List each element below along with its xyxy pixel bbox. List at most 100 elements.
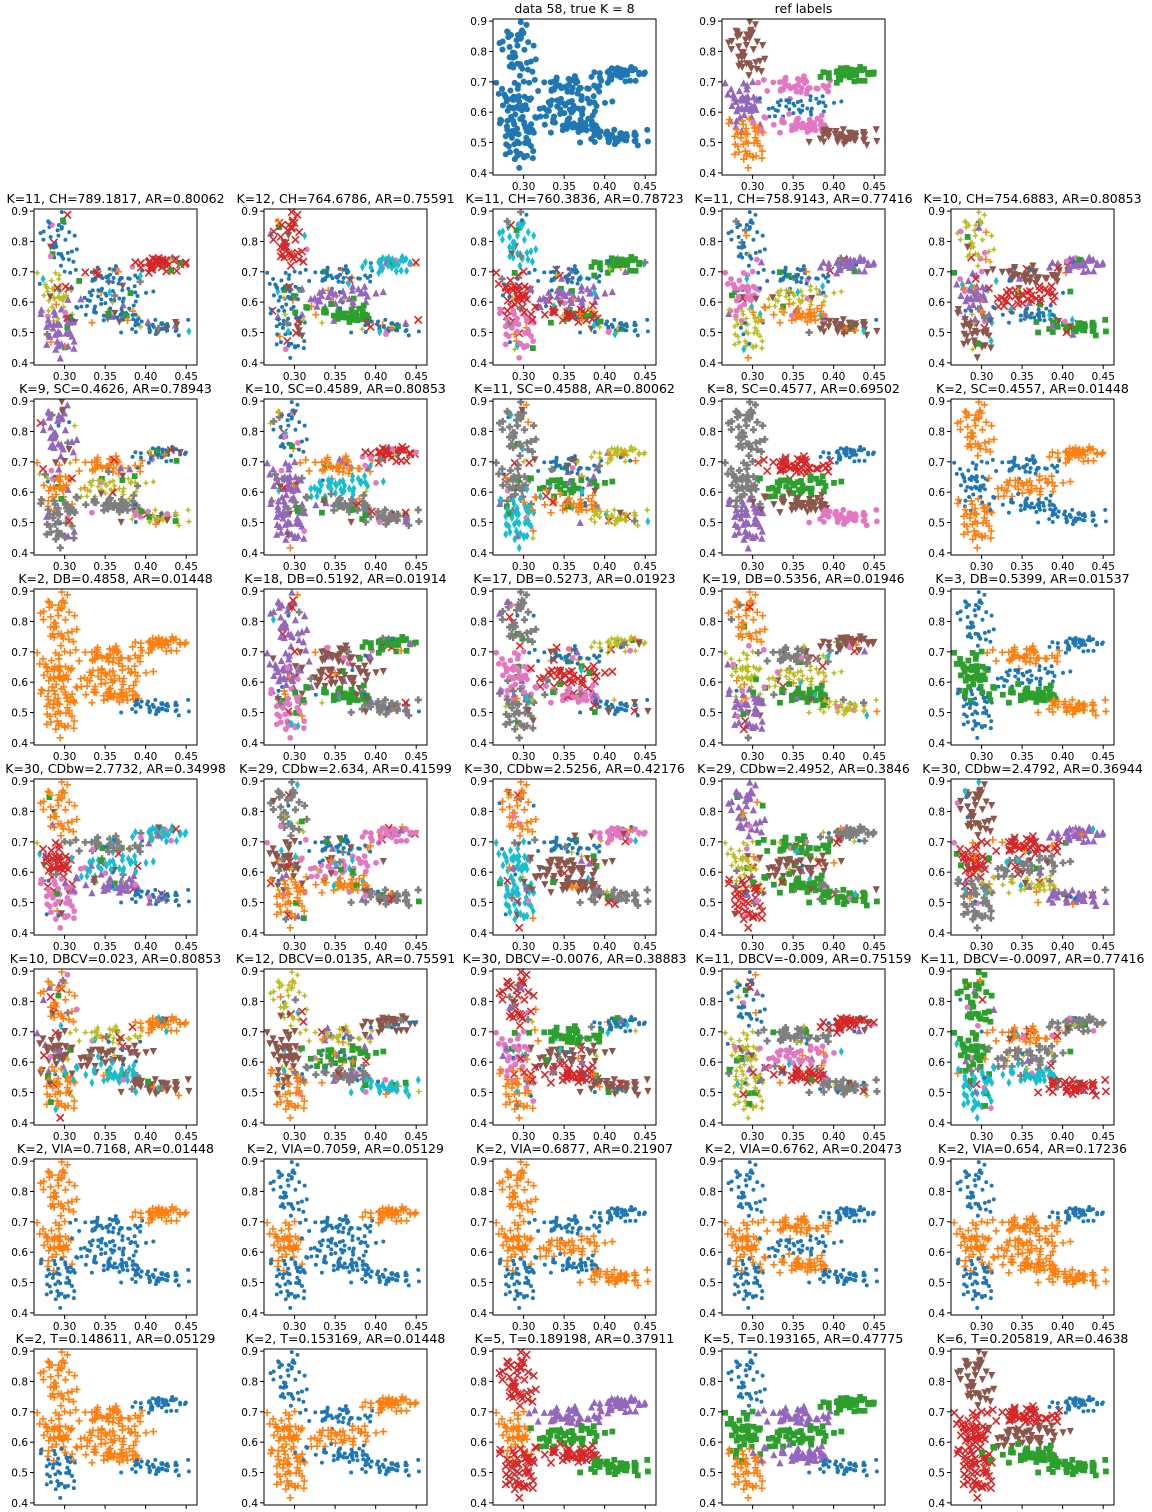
scatter-panel: K=30, CDbw=2.7732, AR=0.34998 0.30 0.35 0.4… [5, 761, 226, 953]
data-points [721, 18, 881, 172]
y-tick-label: 0.4 [470, 168, 487, 180]
panel-title: data 58, true K = 8 [514, 1, 634, 16]
axes-frame [721, 1348, 886, 1506]
y-tick-label: 0.7 [928, 1027, 945, 1039]
data-points [952, 398, 1108, 552]
y-tick-label: 0.5 [470, 138, 487, 150]
y-tick-label: 0.8 [699, 236, 716, 248]
axes-frame [492, 968, 657, 1126]
y-tick-label: 0.5 [241, 518, 258, 530]
panel-title: K=3, DB=0.5399, AR=0.01537 [935, 571, 1129, 586]
y-tick-label: 0.4 [699, 1308, 716, 1320]
y-tick-label: 0.6 [241, 1057, 258, 1069]
y-tick-label: 0.9 [699, 776, 716, 788]
y-tick-label: 0.4 [470, 1498, 487, 1510]
y-tick-label: 0.5 [241, 328, 258, 340]
x-tick-label: 0.30 [53, 751, 76, 763]
y-tick-label: 0.4 [699, 738, 716, 750]
scatter-panel: K=30, DBCV=-0.0076, AR=0.38883 0.30 0.35 0.… [463, 951, 687, 1143]
y-tick-label: 0.4 [11, 358, 28, 370]
y-tick-label: 0.8 [699, 996, 716, 1008]
axes-frame [492, 398, 657, 556]
x-tick-label: 0.40 [822, 181, 845, 193]
y-tick-label: 0.9 [928, 586, 945, 598]
x-tick-label: 0.40 [593, 181, 616, 193]
panel-title: K=10, SC=0.4589, AR=0.80853 [245, 381, 446, 396]
data-points [492, 1347, 651, 1503]
panel-title: K=2, DB=0.4858, AR=0.01448 [18, 571, 212, 586]
x-tick-label: 0.30 [970, 561, 993, 573]
y-tick-label: 0.9 [928, 776, 945, 788]
axes-frame [721, 398, 886, 556]
y-tick-label: 0.5 [928, 328, 945, 340]
axes-frame [263, 588, 428, 746]
y-tick-label: 0.5 [470, 708, 487, 720]
y-tick-label: 0.5 [699, 1088, 716, 1100]
y-tick-label: 0.4 [11, 1498, 28, 1510]
scatter-panel: K=17, DB=0.5273, AR=0.01923 0.30 0.35 0.40 0… [470, 571, 675, 763]
axes-frame [492, 208, 657, 366]
y-tick-label: 0.4 [928, 548, 945, 560]
panel-title: K=29, CDbw=2.634, AR=0.41599 [239, 761, 452, 776]
y-tick-label: 0.9 [699, 16, 716, 28]
y-tick-label: 0.8 [241, 996, 258, 1008]
x-tick-label: 0.35 [1010, 1321, 1033, 1333]
scatter-panel: K=2, VIA=0.7168, AR=0.01448 0.30 0.35 0.40 0… [11, 1141, 214, 1333]
y-tick-label: 0.9 [699, 206, 716, 218]
x-tick-label: 0.45 [1092, 941, 1115, 953]
y-tick-label: 0.5 [699, 518, 716, 530]
x-tick-label: 0.40 [593, 751, 616, 763]
y-tick-label: 0.8 [470, 46, 487, 58]
y-tick-label: 0.6 [241, 1247, 258, 1259]
x-tick-label: 0.45 [634, 181, 657, 193]
panel-title: K=30, CDbw=2.5256, AR=0.42176 [464, 761, 685, 776]
data-points [33, 398, 193, 552]
data-points [492, 1158, 652, 1310]
y-tick-label: 0.8 [470, 1186, 487, 1198]
x-tick-label: 0.35 [93, 561, 116, 573]
y-tick-label: 0.8 [699, 426, 716, 438]
y-tick-label: 0.8 [928, 236, 945, 248]
x-tick-label: 0.40 [822, 1131, 845, 1143]
data-points [951, 969, 1111, 1123]
y-tick-label: 0.4 [11, 738, 28, 750]
y-tick-label: 0.9 [699, 396, 716, 408]
y-tick-label: 0.4 [241, 1308, 258, 1320]
panel-title: K=19, DB=0.5356, AR=0.01946 [702, 571, 904, 586]
data-points [493, 967, 652, 1122]
x-tick-label: 0.45 [863, 1131, 886, 1143]
panel-title: K=11, DBCV=-0.009, AR=0.75159 [696, 951, 912, 966]
y-tick-label: 0.8 [699, 806, 716, 818]
x-tick-label: 0.40 [134, 941, 157, 953]
x-tick-label: 0.30 [512, 371, 535, 383]
y-tick-label: 0.8 [699, 1186, 716, 1198]
y-tick-label: 0.9 [470, 1156, 487, 1168]
x-tick-label: 0.40 [593, 371, 616, 383]
x-tick-label: 0.35 [1010, 941, 1033, 953]
data-points [263, 588, 422, 741]
y-tick-label: 0.8 [11, 1186, 28, 1198]
y-tick-label: 0.4 [928, 1308, 945, 1320]
x-tick-label: 0.30 [283, 1131, 306, 1143]
y-tick-label: 0.9 [11, 1156, 28, 1168]
y-tick-label: 0.6 [699, 1437, 716, 1449]
y-tick-label: 0.5 [241, 1088, 258, 1100]
data-points [721, 588, 881, 742]
y-tick-label: 0.9 [470, 206, 487, 218]
scatter-panel: K=2, SC=0.4557, AR=0.01448 0.30 0.35 0.40 0.… [928, 381, 1129, 573]
x-tick-label: 0.45 [175, 1321, 198, 1333]
x-tick-label: 0.45 [405, 561, 428, 573]
y-tick-label: 0.4 [699, 928, 716, 940]
y-tick-label: 0.7 [470, 1217, 487, 1229]
y-tick-label: 0.6 [699, 1247, 716, 1259]
panel-title: K=5, T=0.193165, AR=0.47775 [704, 1331, 904, 1346]
x-tick-label: 0.40 [364, 561, 387, 573]
x-tick-label: 0.30 [512, 751, 535, 763]
x-tick-label: 0.30 [970, 1131, 993, 1143]
y-tick-label: 0.6 [928, 1057, 945, 1069]
x-tick-label: 0.45 [405, 941, 428, 953]
x-tick-label: 0.45 [175, 1131, 198, 1143]
axes-frame [33, 1348, 198, 1506]
y-tick-label: 0.6 [470, 867, 487, 879]
